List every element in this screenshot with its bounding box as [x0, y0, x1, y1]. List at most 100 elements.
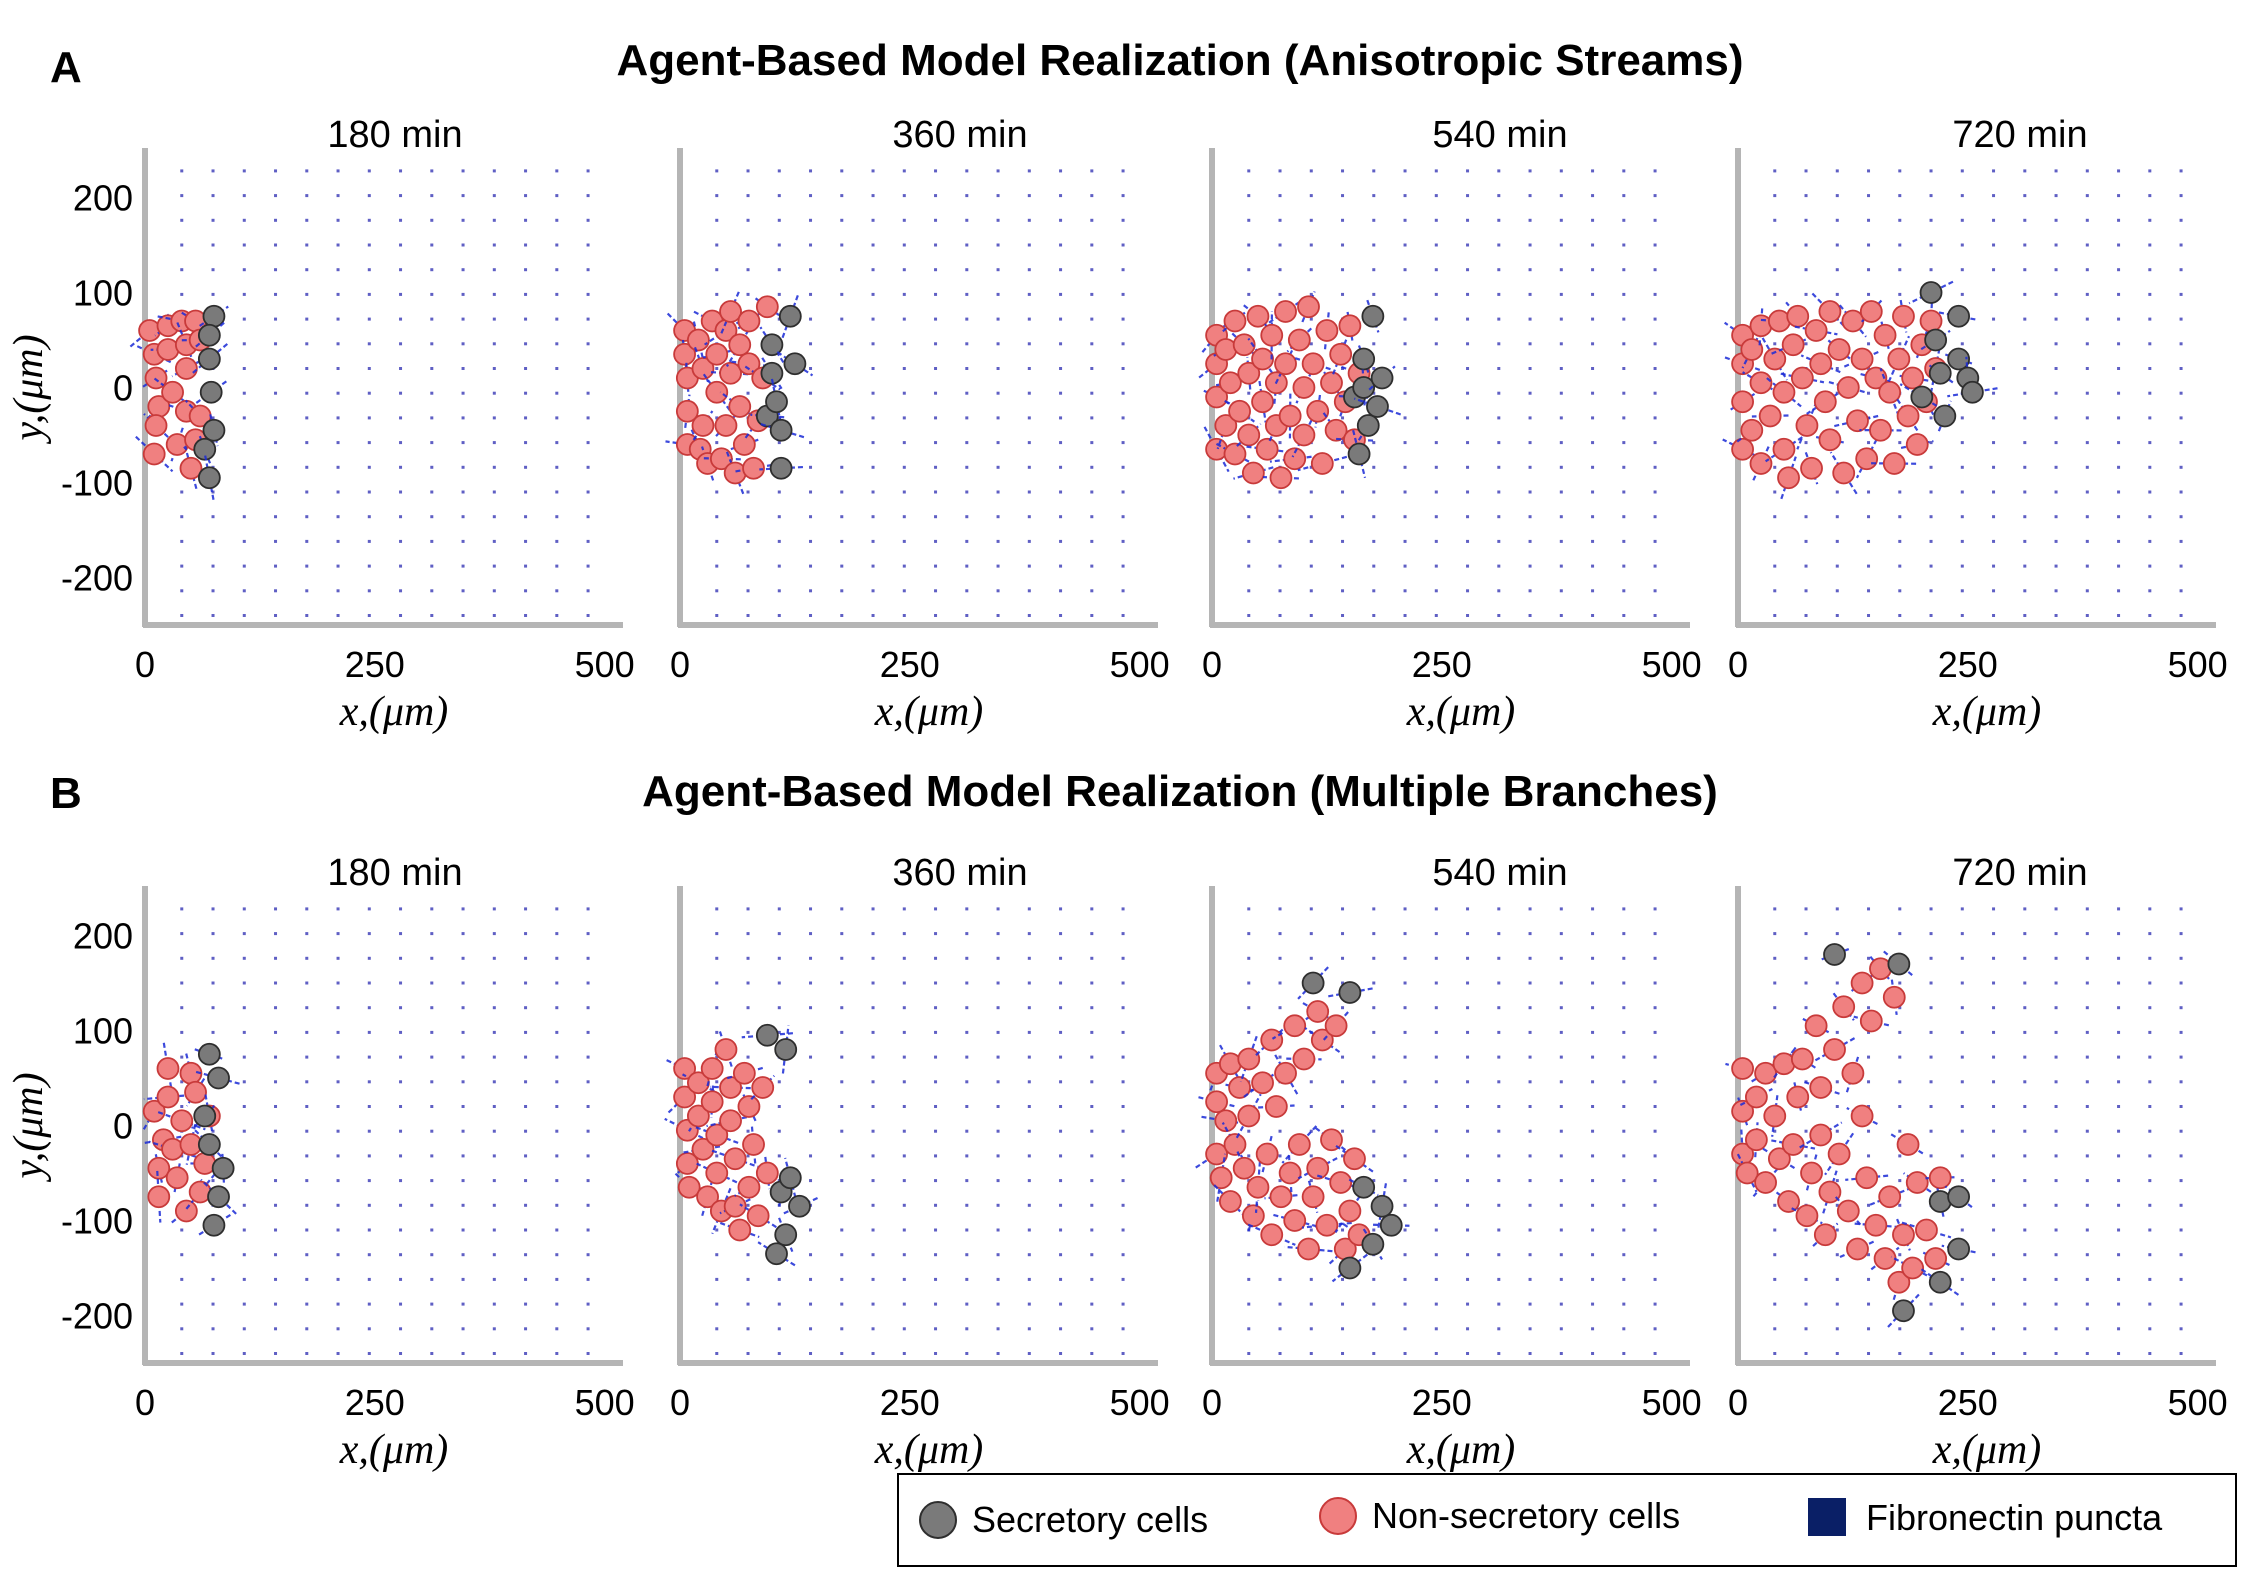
- fibronectin-punctum: [1559, 1055, 1563, 1059]
- secretory-cell: [199, 380, 223, 404]
- fibronectin-punctum: [399, 243, 403, 247]
- fibronectin-punctum: [524, 1030, 528, 1034]
- fibronectin-punctum: [1960, 564, 1964, 568]
- fibronectin-punctum: [1497, 416, 1501, 420]
- fibronectin-punctum: [1653, 465, 1657, 469]
- fibronectin-punctum: [934, 1179, 938, 1183]
- fibronectin-punctum: [1027, 1179, 1031, 1183]
- fibronectin-punctum: [871, 1105, 875, 1108]
- y-tick-label: 200: [73, 916, 133, 957]
- fibronectin-punctum: [2179, 342, 2183, 346]
- fibronectin-punctum: [1497, 342, 1501, 346]
- fibronectin-punctum: [871, 218, 875, 222]
- fibronectin-punctum: [430, 490, 434, 494]
- non-secretory-cell: [696, 1185, 719, 1209]
- fibronectin-punctum: [1528, 465, 1532, 469]
- secretory-cell: [1928, 361, 1952, 385]
- fibronectin-punctum: [1773, 515, 1777, 519]
- fibronectin-punctum: [2148, 564, 2152, 568]
- fibronectin-punctum: [1434, 539, 1438, 543]
- fibronectin-punctum: [336, 539, 340, 543]
- fibronectin-punctum: [1090, 515, 1094, 519]
- fibronectin-punctum: [2023, 367, 2027, 370]
- fibronectin-punctum: [2023, 589, 2027, 593]
- fibronectin-punctum: [399, 1055, 403, 1059]
- non-secretory-cell: [1218, 371, 1242, 395]
- fibronectin-punctum: [809, 416, 813, 420]
- fibronectin-punctum: [367, 515, 371, 519]
- fibronectin-punctum: [902, 218, 906, 222]
- cell-filament: [1273, 1213, 1317, 1228]
- fibronectin-punctum: [430, 1105, 434, 1108]
- fibronectin-punctum: [1247, 1277, 1251, 1281]
- fibronectin-punctum: [1653, 1302, 1657, 1306]
- non-secretory-cell: [1818, 428, 1842, 452]
- fibronectin-punctum: [1372, 490, 1376, 494]
- fibronectin-punctum: [965, 490, 969, 494]
- fibronectin-punctum: [1497, 1154, 1501, 1158]
- fibronectin-punctum: [1622, 218, 1626, 222]
- fibronectin-punctum: [336, 1352, 340, 1355]
- fibronectin-punctum: [461, 1302, 465, 1306]
- fibronectin-punctum: [1867, 490, 1871, 494]
- fibronectin-punctum: [2117, 441, 2121, 445]
- fibronectin-punctum: [1591, 1302, 1595, 1306]
- fibronectin-punctum: [2148, 1030, 2152, 1034]
- fibronectin-punctum: [1278, 1129, 1282, 1133]
- fibronectin-punctum: [1027, 1105, 1031, 1108]
- fibronectin-punctum: [586, 1030, 590, 1034]
- fibronectin-punctum: [1247, 1352, 1251, 1355]
- fibronectin-punctum: [2117, 490, 2121, 494]
- fibronectin-punctum: [2148, 589, 2152, 593]
- fibronectin-punctum: [430, 1228, 434, 1232]
- fibronectin-punctum: [1898, 1105, 1902, 1108]
- fibronectin-punctum: [1528, 614, 1532, 617]
- fibronectin-punctum: [809, 1228, 813, 1232]
- fibronectin-punctum: [1835, 194, 1839, 198]
- fibronectin-punctum: [492, 169, 496, 173]
- secretory-cell: [788, 1194, 811, 1218]
- fibronectin-punctum: [555, 614, 559, 617]
- fibronectin-punctum: [965, 956, 969, 960]
- fibronectin-punctum: [2054, 441, 2058, 445]
- fibronectin-punctum: [1960, 1327, 1964, 1331]
- fibronectin-punctum: [399, 1129, 403, 1133]
- cell-filament: [1297, 1157, 1338, 1180]
- fibronectin-punctum: [2085, 441, 2089, 445]
- fibronectin-punctum: [840, 465, 844, 469]
- fibronectin-punctum: [399, 342, 403, 346]
- fibronectin-punctum: [586, 367, 590, 370]
- fibronectin-punctum: [777, 194, 781, 198]
- subplot-title: 360 min: [892, 852, 1027, 894]
- secretory-series: [1297, 966, 1410, 1283]
- fibronectin-punctum: [871, 1203, 875, 1207]
- fibronectin-punctum: [809, 1105, 813, 1108]
- fibronectin-punctum: [2023, 539, 2027, 543]
- cell-filament: [1742, 371, 1780, 395]
- secretory-cell: [1361, 1232, 1385, 1256]
- fibronectin-punctum: [965, 1327, 969, 1331]
- fibronectin-punctum: [1059, 1154, 1063, 1158]
- fibronectin-punctum: [1403, 441, 1407, 445]
- fibronectin-punctum: [1121, 1228, 1125, 1232]
- fibronectin-punctum: [274, 416, 278, 420]
- non-secretory-cell: [174, 357, 198, 380]
- fibronectin-punctum: [1835, 1352, 1839, 1355]
- fibronectin-punctum: [1278, 1352, 1282, 1355]
- fibronectin-punctum: [965, 1055, 969, 1059]
- fibronectin-punctum: [430, 416, 434, 420]
- non-secretory-cell: [144, 414, 168, 437]
- non-secretory-cell: [1924, 1247, 1948, 1270]
- fibronectin-punctum: [871, 589, 875, 593]
- secretory-cell: [1947, 1185, 1971, 1209]
- fibronectin-punctum: [1497, 932, 1501, 936]
- non-secretory-cell: [1297, 1237, 1320, 1261]
- fibronectin-punctum: [2148, 1352, 2152, 1355]
- fibronectin-punctum: [1497, 243, 1501, 247]
- non-secretory-cell: [156, 1057, 180, 1080]
- non-secretory-cell: [1887, 1270, 1911, 1294]
- fibronectin-punctum: [2085, 367, 2089, 370]
- fibronectin-punctum: [1653, 907, 1657, 911]
- fibronectin-punctum: [211, 194, 215, 198]
